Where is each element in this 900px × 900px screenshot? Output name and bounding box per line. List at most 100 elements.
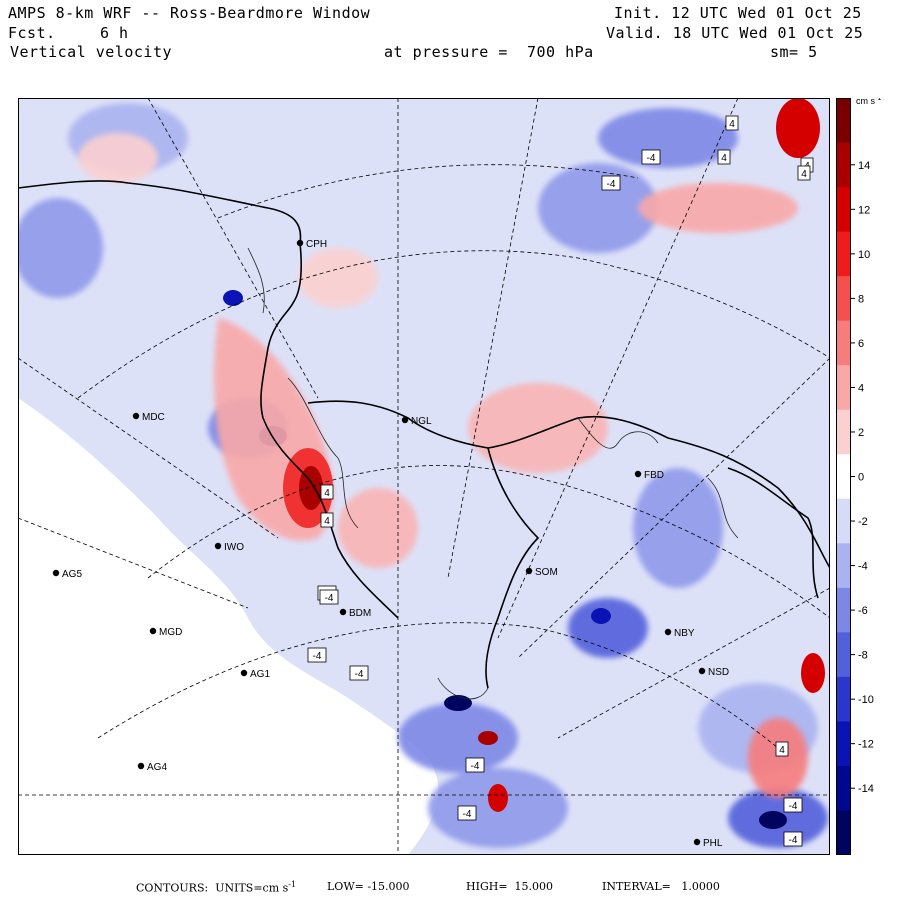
red-core [776, 98, 820, 158]
red-cell [338, 488, 418, 568]
footer-low: LOW= -15.000 [327, 880, 410, 893]
colorbar-cell [836, 676, 851, 722]
contour-value-label: 4 [324, 516, 330, 527]
blue-cell [538, 163, 658, 253]
station-marker [296, 239, 304, 247]
red-cell [638, 183, 798, 233]
contour-value-box [349, 665, 369, 681]
contour-value-label: -4 [607, 179, 616, 190]
colorbar-cell [836, 632, 851, 678]
latitude-circle [77, 250, 830, 399]
station-marker [214, 542, 222, 550]
blue-core [591, 608, 611, 624]
colorbar-cell [836, 231, 851, 277]
colorbar-cell [836, 543, 851, 589]
station-label: AG5 [62, 569, 82, 580]
colorbar-tick-label: 8 [858, 293, 864, 305]
meridian-line [557, 587, 830, 739]
red-cell [298, 248, 378, 308]
contour-value-box [717, 149, 731, 165]
colorbar-cell [836, 454, 851, 500]
blue-cell [568, 598, 648, 658]
colorbar: cm s-1 14 12 10 8 6 4 2 0 -2 -4 -6 -8 -10 -12 -14 [836, 98, 881, 855]
colorbar-cell [836, 98, 851, 144]
station-label: NBY [674, 628, 695, 639]
colorbar-cell [836, 320, 851, 366]
contour-value-label: -4 [355, 669, 364, 680]
station-label: MGD [159, 627, 182, 638]
colorbar-tick-label: 4 [858, 382, 864, 394]
blue-cell [18, 198, 103, 298]
smoothing: sm= 5 [770, 43, 818, 61]
meridian-line [147, 98, 319, 399]
contour-value-label: -4 [789, 801, 798, 812]
contour-line [287, 377, 359, 529]
red-cell [468, 383, 608, 473]
model-title: AMPS 8-km WRF -- Ross-Beardmore Window [8, 4, 371, 22]
contour-value-label: -4 [471, 761, 480, 772]
station-marker [240, 669, 248, 677]
station-label: MDC [142, 412, 165, 423]
field-name: Vertical velocity [10, 43, 173, 61]
map-frame [18, 98, 830, 855]
contour-value-label: -4 [313, 651, 322, 662]
contour-value-label: -4 [463, 809, 472, 820]
vertical-velocity-map: CPH NGL MDC FBD IWO AG5 SOM BDM MGD NBY AG1 NSD AG4 P… [18, 98, 830, 855]
fcst-label: Fcst. [8, 24, 56, 42]
meridian-line [447, 98, 539, 579]
contour-value-box [775, 741, 789, 757]
coastline [485, 447, 540, 689]
latitude-circle [217, 164, 639, 219]
contour-value-label: -4 [647, 153, 656, 164]
contour-value-box [320, 484, 334, 500]
station-label: CPH [306, 239, 327, 250]
latitude-circle [147, 465, 830, 619]
colorbar-tick-label: -6 [858, 605, 868, 617]
station-marker [698, 667, 706, 675]
colorbar-cell [836, 187, 851, 233]
fcst-value: 6 h [100, 24, 129, 42]
colorbar-cell [836, 721, 851, 767]
station-label: SOM [535, 567, 558, 578]
meridian-line [18, 357, 279, 539]
colorbar-tick-label: 14 [858, 160, 870, 172]
colorbar-tick-label: 2 [858, 427, 864, 439]
contour-line [577, 417, 659, 449]
contour-value-box [465, 757, 485, 773]
init-time: Init. 12 UTC Wed 01 Oct 25 [614, 4, 862, 22]
red-cell [748, 718, 808, 798]
latitude-circle [97, 622, 779, 749]
contour-value-box [320, 512, 334, 528]
contour-line [437, 677, 489, 700]
station-label: AG1 [250, 669, 270, 680]
colorbar-tick-label: 12 [858, 204, 870, 216]
colorbar-tick-label: 6 [858, 338, 864, 350]
colorbar-tick-label: -10 [858, 694, 874, 706]
station-marker [52, 569, 60, 577]
colorbar-units: cm s-1 [856, 98, 881, 106]
colorbar-cell [836, 765, 851, 811]
colorbar-cell [836, 587, 851, 633]
station-marker [525, 567, 533, 575]
colorbar-cell [836, 142, 851, 188]
contour-line [707, 477, 739, 539]
red-core [478, 731, 498, 745]
blue-core [759, 811, 787, 829]
colorbar-tick-label: -14 [858, 783, 874, 795]
colorbar-cell [836, 498, 851, 544]
red-core [299, 466, 323, 510]
contour-value-label: -4 [325, 593, 334, 604]
station-marker [401, 416, 409, 424]
contour-value-box [783, 831, 803, 847]
contour-value-box [319, 589, 339, 605]
contour-line [247, 247, 265, 314]
colorbar-cell [836, 276, 851, 322]
station-marker [664, 628, 672, 636]
colorbar-cell [836, 365, 851, 411]
contour-value-label: -4 [789, 835, 798, 846]
contour-value-box [725, 115, 739, 131]
blue-cell [398, 703, 518, 773]
valid-time: Valid. 18 UTC Wed 01 Oct 25 [606, 24, 864, 42]
blue-core [444, 695, 472, 711]
station-label: PHL [703, 838, 723, 849]
